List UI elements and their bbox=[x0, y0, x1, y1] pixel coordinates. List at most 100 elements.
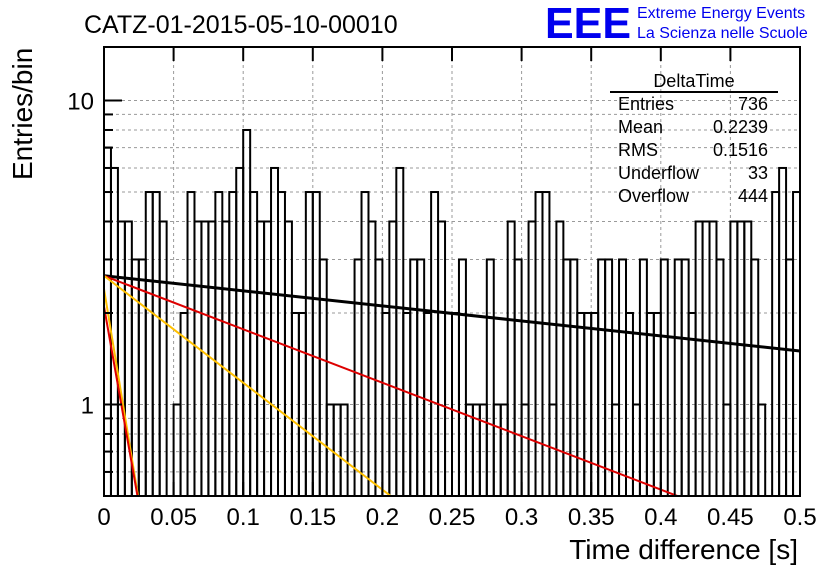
stats-value: 736 bbox=[738, 94, 768, 114]
histogram-bin bbox=[492, 403, 502, 496]
histogram-bin bbox=[583, 311, 593, 496]
histogram-bin bbox=[339, 403, 349, 496]
stats-label: Overflow bbox=[618, 186, 690, 206]
histogram-bin bbox=[576, 311, 586, 496]
histogram-bin bbox=[778, 166, 788, 496]
histogram-bin bbox=[348, 526, 355, 536]
histogram-bin bbox=[694, 220, 704, 496]
x-tick-label: 0.4 bbox=[644, 504, 677, 531]
fit-line bbox=[104, 274, 800, 353]
stats-label: RMS bbox=[618, 140, 658, 160]
fit-line bbox=[104, 275, 393, 496]
histogram-bin bbox=[485, 258, 495, 496]
fit-line bbox=[104, 288, 140, 496]
x-tick-label: 0.3 bbox=[505, 504, 538, 531]
histogram-bin bbox=[249, 191, 259, 496]
fit-line bbox=[104, 274, 681, 496]
histogram-bin bbox=[478, 403, 488, 496]
histogram-bin bbox=[277, 191, 286, 496]
stats-value: 444 bbox=[738, 186, 768, 206]
x-tick-label: 0.1 bbox=[227, 504, 260, 531]
histogram-bin bbox=[506, 220, 516, 496]
histogram-bin bbox=[715, 258, 725, 496]
stats-value: 0.2239 bbox=[713, 117, 768, 137]
histogram-bin bbox=[353, 258, 363, 496]
stats-rows: Entries 736 Mean 0.2239 RMS 0.1516 Underflow 33… bbox=[618, 94, 768, 206]
histogram-bin bbox=[527, 220, 537, 496]
histogram-bin bbox=[743, 220, 753, 496]
histogram-bin bbox=[179, 311, 189, 496]
histogram-bin bbox=[374, 258, 384, 496]
histogram-bin bbox=[548, 403, 558, 496]
histogram-bin bbox=[360, 191, 370, 496]
stats-label: Entries bbox=[618, 94, 674, 114]
logo-line-2: La Scienza nelle Scuole bbox=[637, 25, 808, 42]
histogram-bin bbox=[444, 311, 454, 496]
y-axis-ticks: 1 10 bbox=[67, 89, 122, 473]
stats-title: DeltaTime bbox=[653, 71, 734, 91]
histogram-bin bbox=[541, 191, 551, 496]
histogram-bin bbox=[618, 258, 627, 496]
histogram-bin bbox=[242, 128, 252, 496]
histogram-bins bbox=[104, 128, 800, 536]
histogram-bin bbox=[270, 166, 280, 496]
histogram-bin bbox=[123, 220, 133, 496]
histogram-bin bbox=[555, 220, 565, 496]
histogram-bin bbox=[771, 191, 781, 496]
histogram-bin bbox=[402, 311, 412, 496]
histogram-bin bbox=[381, 311, 391, 496]
histogram-bin bbox=[562, 258, 572, 496]
histogram-bin bbox=[625, 311, 634, 496]
histogram-bin bbox=[263, 220, 273, 496]
histogram-bin bbox=[631, 403, 641, 496]
x-tick-label: 0.35 bbox=[568, 504, 615, 531]
histogram-bin bbox=[311, 191, 321, 496]
histogram-bin bbox=[457, 258, 467, 496]
stats-label: Underflow bbox=[618, 163, 700, 183]
histogram-bin bbox=[395, 166, 405, 496]
histogram-bin bbox=[144, 191, 154, 496]
histogram-bin bbox=[318, 258, 328, 496]
histogram-bin bbox=[597, 258, 607, 496]
stats-box: DeltaTime Entries 736 Mean 0.2239 RMS 0.1516 U… bbox=[610, 71, 778, 206]
histogram-bin bbox=[659, 258, 669, 496]
histogram-bin bbox=[137, 258, 147, 496]
histogram-bin bbox=[193, 220, 203, 496]
x-axis-title: Time difference [s] bbox=[569, 534, 798, 565]
histogram-bin bbox=[186, 191, 196, 496]
histogram-bin bbox=[297, 311, 307, 496]
y-tick-label: 1 bbox=[81, 392, 94, 419]
histogram-bin bbox=[151, 191, 161, 496]
histogram-bin bbox=[388, 220, 398, 496]
fit-lines bbox=[104, 274, 800, 496]
histogram-bin bbox=[437, 220, 447, 496]
histogram-bin bbox=[221, 220, 231, 496]
histogram-bin bbox=[158, 220, 168, 496]
histogram-bin bbox=[750, 258, 760, 496]
histogram-bin bbox=[604, 258, 614, 496]
x-tick-label: 0.25 bbox=[429, 504, 476, 531]
fit-line bbox=[104, 306, 139, 496]
x-tick-label: 0.5 bbox=[783, 504, 816, 531]
histogram-bin bbox=[785, 258, 795, 496]
histogram-bin bbox=[638, 258, 648, 496]
stats-value: 33 bbox=[748, 163, 768, 183]
histogram-bin bbox=[235, 166, 245, 496]
x-tick-label: 0.2 bbox=[366, 504, 399, 531]
stats-label: Mean bbox=[618, 117, 663, 137]
eee-logo: EEE Extreme Energy Events La Scienza nel… bbox=[545, 0, 808, 48]
histogram-bin bbox=[569, 258, 579, 496]
histogram-bin bbox=[513, 258, 523, 496]
histogram-bin bbox=[409, 258, 419, 496]
x-axis-ticks: 0 0.05 0.1 0.15 0.2 0.25 0.3 0.35 0.4 0.45 0.5 bbox=[97, 47, 817, 531]
y-tick-label: 10 bbox=[67, 89, 94, 116]
histogram-bin bbox=[451, 311, 460, 496]
histogram-bin bbox=[207, 220, 217, 496]
histogram-bin bbox=[200, 220, 210, 496]
x-tick-label: 0 bbox=[97, 504, 110, 531]
histogram-bin bbox=[228, 191, 238, 496]
logo-line-1: Extreme Energy Events bbox=[637, 5, 805, 22]
histogram-bin bbox=[430, 191, 440, 496]
x-tick-label: 0.45 bbox=[707, 504, 754, 531]
